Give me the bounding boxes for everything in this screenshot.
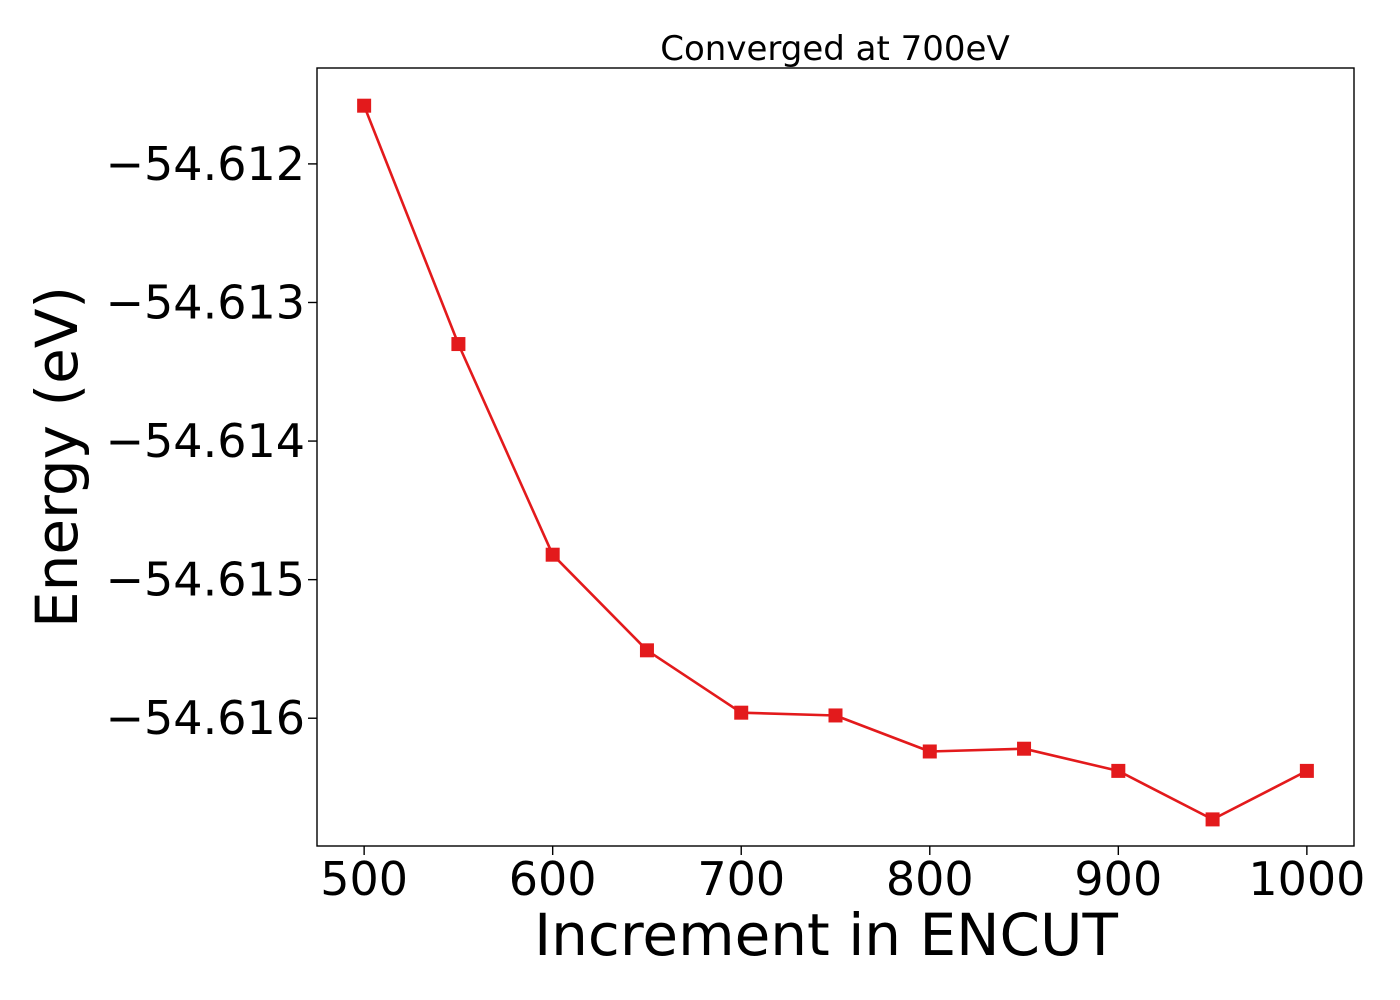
data-point-marker	[734, 705, 749, 720]
plot-area: 500 600 700 800 900 1000 −54.612 −54.613 −54.614…	[106, 67, 1365, 906]
data-point-marker	[922, 744, 937, 759]
data-point-marker	[451, 337, 466, 352]
y-tick-label: −54.612	[106, 137, 306, 191]
x-axis-label: Increment in ENCUT	[534, 901, 1118, 969]
data-point-marker	[1017, 741, 1032, 756]
chart-title: Converged at 700eV	[660, 29, 1009, 69]
data-point-marker	[1299, 763, 1314, 778]
x-tick-label: 600	[509, 852, 597, 906]
data-point-marker	[828, 708, 843, 723]
x-tick-label: 900	[1074, 852, 1162, 906]
data-point-marker	[1205, 812, 1220, 827]
y-tick-label: −54.614	[106, 414, 306, 468]
data-point-marker	[639, 643, 654, 658]
y-tick-label: −54.613	[106, 275, 306, 329]
y-axis-label: Energy (eV)	[23, 286, 91, 628]
data-point-marker	[357, 98, 372, 113]
x-tick-label: 700	[697, 852, 785, 906]
y-tick-label: −54.616	[106, 691, 306, 745]
plot-frame	[316, 67, 1355, 847]
data-point-marker	[545, 547, 560, 562]
x-tick-label: 500	[320, 852, 408, 906]
y-tick-label: −54.615	[106, 553, 306, 607]
x-tick-label: 800	[886, 852, 974, 906]
data-point-marker	[1111, 763, 1126, 778]
x-tick-label: 1000	[1248, 852, 1365, 906]
